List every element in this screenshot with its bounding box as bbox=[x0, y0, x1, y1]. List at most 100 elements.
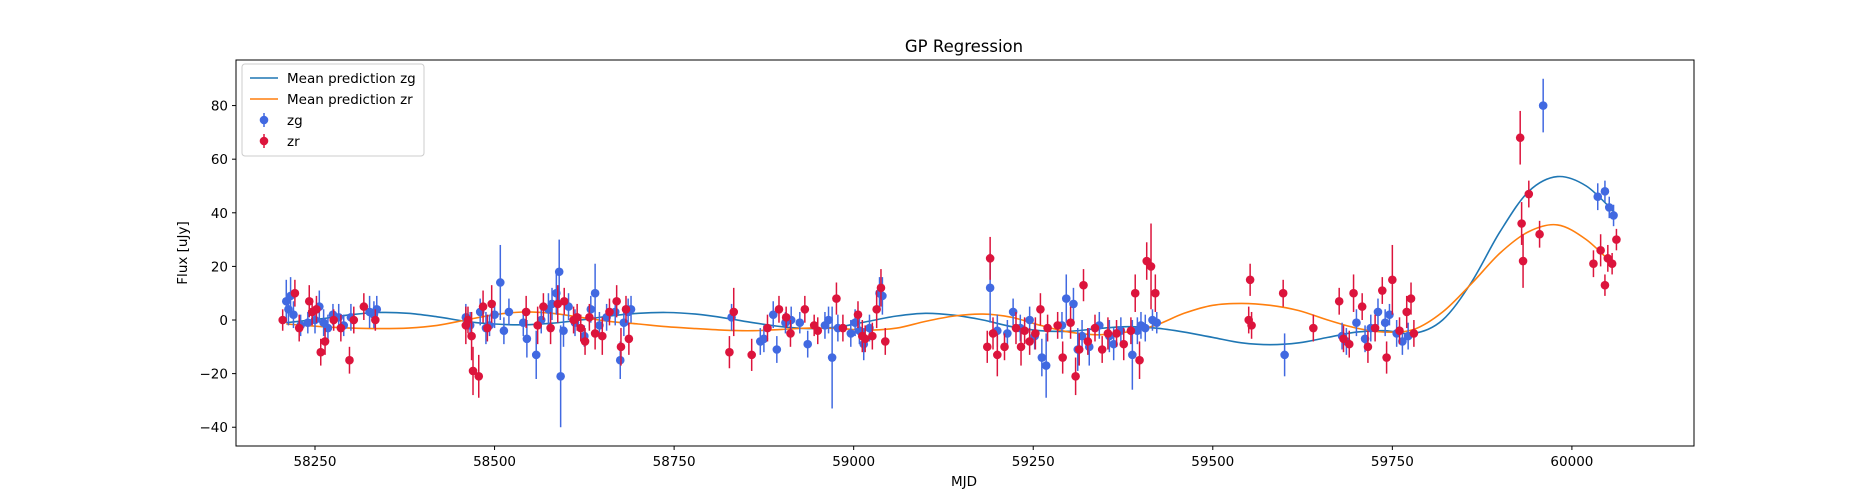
zr-marker bbox=[1596, 246, 1605, 255]
x-tick-label: 59250 bbox=[1012, 454, 1055, 470]
zg-marker bbox=[1037, 353, 1047, 362]
zr-marker bbox=[1309, 323, 1318, 333]
zr-data-point bbox=[1043, 314, 1052, 342]
zr-data-point bbox=[800, 295, 810, 323]
zg-marker bbox=[1128, 350, 1137, 360]
zr-data-point bbox=[1126, 317, 1136, 345]
zr-data-point bbox=[747, 338, 756, 371]
zr-data-point bbox=[474, 354, 484, 398]
zg-data-point bbox=[768, 301, 778, 329]
zr-marker bbox=[1339, 334, 1348, 344]
zr-data-point bbox=[1079, 269, 1088, 302]
zr-marker bbox=[1278, 288, 1288, 298]
legend-label: zr bbox=[287, 134, 300, 150]
zr-data-point bbox=[349, 306, 359, 334]
zr-marker bbox=[605, 307, 614, 317]
zr-data-point bbox=[1589, 250, 1598, 278]
zg-marker bbox=[1280, 350, 1289, 360]
zr-data-point bbox=[621, 295, 631, 323]
zr-data-point bbox=[1607, 253, 1617, 275]
zg-data-point bbox=[1037, 338, 1047, 377]
zr-marker bbox=[1388, 275, 1397, 285]
zr-marker bbox=[1607, 259, 1617, 269]
zg-data-point bbox=[1352, 309, 1361, 337]
zr-marker bbox=[1406, 294, 1416, 303]
zr-marker bbox=[1016, 342, 1026, 352]
zg-marker bbox=[1140, 323, 1150, 333]
x-tick-label: 58500 bbox=[473, 454, 516, 470]
zg-data-point bbox=[531, 330, 541, 379]
zg-marker bbox=[619, 318, 629, 327]
zr-data-point bbox=[294, 314, 304, 342]
zg-data-point bbox=[554, 239, 564, 304]
zr-data-point bbox=[468, 346, 478, 396]
zr-data-point bbox=[1377, 277, 1387, 304]
zr-data-point bbox=[316, 338, 326, 366]
legend-box bbox=[241, 63, 425, 157]
zr-data-point bbox=[1058, 341, 1067, 374]
zr-marker bbox=[1515, 133, 1525, 143]
zg-data-point bbox=[1604, 196, 1614, 219]
zr-marker bbox=[1103, 329, 1113, 338]
zr-marker bbox=[1612, 235, 1621, 244]
zr-data-point bbox=[1025, 328, 1034, 355]
zr-marker bbox=[474, 372, 484, 381]
zg-marker bbox=[985, 283, 995, 293]
y-axis-ticks: −40 −20 0 20 40 60 80 bbox=[200, 99, 236, 436]
zr-marker bbox=[832, 294, 841, 303]
zg-data-point bbox=[1538, 78, 1548, 133]
zr-data-point bbox=[982, 330, 992, 363]
zg-marker bbox=[1152, 318, 1162, 327]
x-axis-title: MJD bbox=[951, 474, 977, 490]
zr-data-point bbox=[483, 314, 492, 342]
zr-data-point bbox=[1071, 357, 1080, 396]
zg-data-point bbox=[795, 311, 805, 334]
zr-data-point bbox=[1031, 317, 1040, 350]
zg-marker bbox=[590, 288, 600, 298]
zr-data-point bbox=[624, 322, 634, 355]
zr-data-point bbox=[1112, 320, 1121, 347]
zr-marker bbox=[1247, 321, 1256, 330]
zr-marker bbox=[985, 254, 995, 263]
zr-data-point bbox=[993, 333, 1002, 377]
zr-data-point bbox=[1395, 317, 1404, 345]
zr-data-point bbox=[585, 303, 594, 331]
zr-data-point bbox=[1382, 341, 1391, 374]
zr-marker bbox=[1589, 259, 1598, 269]
y-tick-label: 60 bbox=[211, 152, 228, 168]
zr-data-point bbox=[1349, 274, 1358, 312]
zr-data-point bbox=[729, 287, 739, 337]
zr-marker bbox=[838, 323, 848, 333]
zg-marker bbox=[846, 329, 856, 338]
zr-marker bbox=[880, 337, 890, 346]
zg-marker bbox=[522, 334, 532, 344]
zr-data-point bbox=[985, 236, 995, 280]
zr-marker bbox=[813, 326, 823, 336]
zr-marker bbox=[559, 296, 569, 306]
zr-marker bbox=[1370, 323, 1380, 333]
zr-data-point bbox=[1135, 341, 1144, 379]
zr-marker bbox=[1600, 280, 1610, 290]
zr-marker bbox=[621, 304, 631, 314]
zr-data-point bbox=[478, 290, 488, 323]
zr-data-point bbox=[546, 311, 555, 345]
zr-data-point bbox=[1074, 333, 1084, 366]
zr-data-point bbox=[853, 301, 863, 329]
zr-data-point bbox=[1278, 279, 1288, 307]
zr-data-point bbox=[1402, 295, 1412, 329]
zr-data-point bbox=[1309, 314, 1318, 342]
zr-marker bbox=[329, 315, 338, 325]
zr-data-point bbox=[1370, 314, 1380, 342]
zr-marker bbox=[546, 323, 555, 333]
zg-marker bbox=[1538, 101, 1548, 110]
zr-data-point bbox=[860, 325, 870, 353]
zr-data-point bbox=[1016, 328, 1026, 366]
x-tick-label: 58750 bbox=[653, 454, 696, 470]
zr-marker bbox=[572, 313, 582, 322]
zr-data-point bbox=[320, 328, 330, 355]
zr-data-point bbox=[838, 314, 848, 342]
zg-marker bbox=[554, 267, 564, 277]
y-tick-label: 40 bbox=[211, 206, 228, 222]
zr-marker bbox=[1020, 326, 1029, 336]
